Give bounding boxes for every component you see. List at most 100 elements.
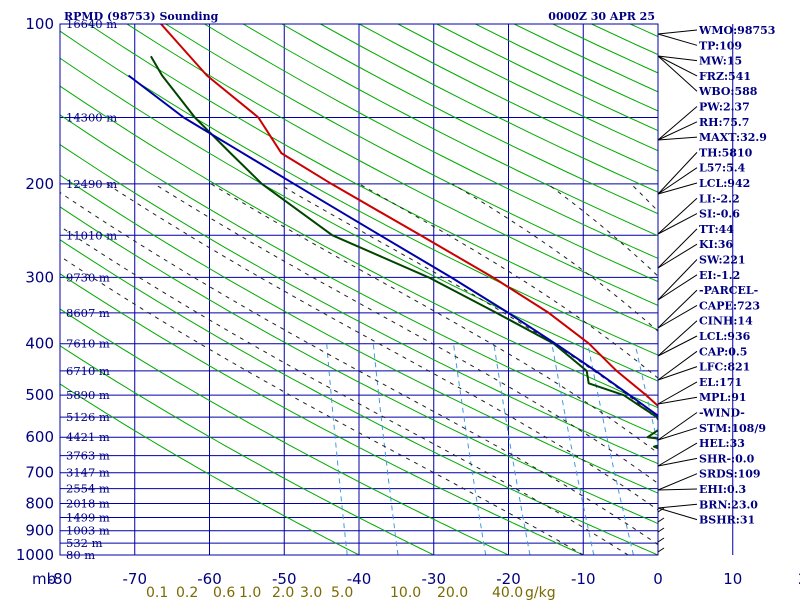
index-leader-line [657, 106, 698, 141]
index-value: RH:75.7 [699, 116, 749, 129]
wind-barb [657, 527, 665, 533]
index-value: FRZ:541 [699, 70, 751, 83]
height-tick-label: 12490 m [66, 177, 117, 191]
index-value: CAPE:723 [699, 299, 760, 312]
index-leader-line [657, 152, 698, 195]
index-value: WBO:588 [698, 85, 758, 98]
index-value: L57:5.4 [699, 162, 746, 175]
dry-adiabat [60, 114, 658, 436]
temp-tick-label: -40 [347, 570, 372, 588]
index-value: EI:-1.2 [699, 269, 740, 282]
height-tick-label: 8607 m [66, 306, 110, 320]
index-leader-line [657, 29, 698, 35]
index-leader-line [657, 396, 698, 405]
index-value: TH:5810 [699, 146, 753, 159]
index-value: EHI:0.3 [699, 483, 746, 496]
wind-barb [657, 507, 665, 513]
index-value: -PARCEL- [699, 284, 758, 297]
index-value: -WIND- [699, 407, 745, 420]
index-leader-line [657, 167, 698, 195]
index-value: LI:-2.2 [699, 192, 740, 205]
dry-adiabat [60, 57, 658, 382]
index-leader-line [657, 182, 698, 195]
mixing-ratio-line [587, 343, 634, 555]
index-leader-line [657, 259, 698, 301]
data-series [127, 24, 658, 450]
dry-adiabat [242, 24, 658, 237]
index-value: HEL:33 [699, 437, 745, 450]
index-leader-line [657, 55, 698, 92]
index-leader-line [657, 197, 698, 235]
index-leader-line [657, 55, 698, 62]
index-value: CAP:0.5 [699, 345, 747, 358]
mixing-ratio-label: 40.0 [492, 585, 523, 600]
index-leader-line [657, 136, 698, 141]
height-tick-label: 16640 m [66, 17, 117, 31]
mixing-ratio-line [551, 343, 595, 555]
title-left: RPMD (98753) Sounding [64, 10, 219, 23]
mixing-ratio-label: 0.6 [213, 585, 235, 600]
index-value: LFC:821 [699, 361, 750, 374]
temp-tick-label: -10 [571, 570, 596, 588]
moist-adiabat [358, 183, 658, 379]
mixing-ratio-line [493, 343, 531, 555]
mixing-ratio-label: 2.0 [272, 585, 294, 600]
temp-tick-label: 0 [653, 570, 663, 588]
mixing-ratio-line [372, 343, 399, 555]
index-value: SW:221 [699, 254, 746, 267]
pressure-tick-label: 600 [25, 428, 54, 446]
dry-adiabat [60, 239, 658, 555]
temperature-line [160, 24, 658, 408]
dry-adiabat [165, 24, 658, 283]
height-tick-label: 3147 m [66, 466, 110, 480]
height-tick-label: 1499 m [66, 511, 110, 525]
index-leader-line [657, 457, 698, 467]
height-tick-label: 2554 m [66, 482, 110, 496]
temp-tick-label: -70 [123, 570, 148, 588]
mixing-ratio-line [453, 343, 487, 555]
height-tick-label: 3763 m [66, 449, 110, 463]
index-value: PW:2.37 [699, 101, 750, 114]
index-leader-line [657, 412, 698, 441]
index-leader-line [657, 350, 698, 381]
dry-adiabat [60, 345, 435, 555]
index-leader-line [657, 320, 698, 357]
index-value: LCL:942 [699, 177, 750, 190]
temp-tick-label: -60 [197, 570, 222, 588]
dry-adiabat [88, 24, 658, 331]
index-value: CINH:14 [699, 315, 753, 328]
index-value: MPL:91 [699, 391, 747, 404]
moist-adiabat [60, 225, 629, 555]
mixing-ratio-line [776, 344, 800, 555]
index-value: TT:44 [699, 223, 734, 236]
dry-adiabat [126, 24, 658, 306]
mixing-ratio-label: 1.0 [239, 585, 261, 600]
side-panel: WMO:98753 TP:109 MW:15 FRZ:541 WBO:588 PW:2.3… [657, 24, 775, 553]
moist-adiabat [106, 183, 658, 511]
moist-adiabat [60, 255, 584, 555]
dry-adiabat [60, 85, 658, 409]
mixing-ratio-line [326, 343, 348, 555]
index-leader-line [657, 55, 698, 77]
mixing-ratio-label: 5.0 [331, 585, 353, 600]
index-leader-line [657, 304, 698, 329]
index-leader-line [657, 228, 698, 269]
temp-tick-label: 10 [723, 570, 742, 588]
title-right: 0000Z 30 APR 25 [548, 10, 655, 23]
height-tick-label: 14300 m [66, 111, 117, 125]
index-value: KI:36 [699, 238, 733, 251]
index-leader-line [657, 442, 698, 467]
wind-barb [657, 517, 665, 523]
index-leader-line [657, 243, 698, 269]
height-tick-label: 2018 m [66, 497, 110, 511]
temp-tick-label: -30 [422, 570, 447, 588]
height-tick-label: 7610 m [66, 337, 110, 351]
dry-adiabat [60, 30, 658, 356]
pressure-tick-label: 300 [25, 268, 54, 286]
pressure-tick-label: 200 [25, 175, 54, 193]
pressure-tick-label: 800 [25, 495, 54, 513]
pressure-tick-label: 500 [25, 386, 54, 404]
index-value: BRN:23.0 [699, 498, 758, 511]
